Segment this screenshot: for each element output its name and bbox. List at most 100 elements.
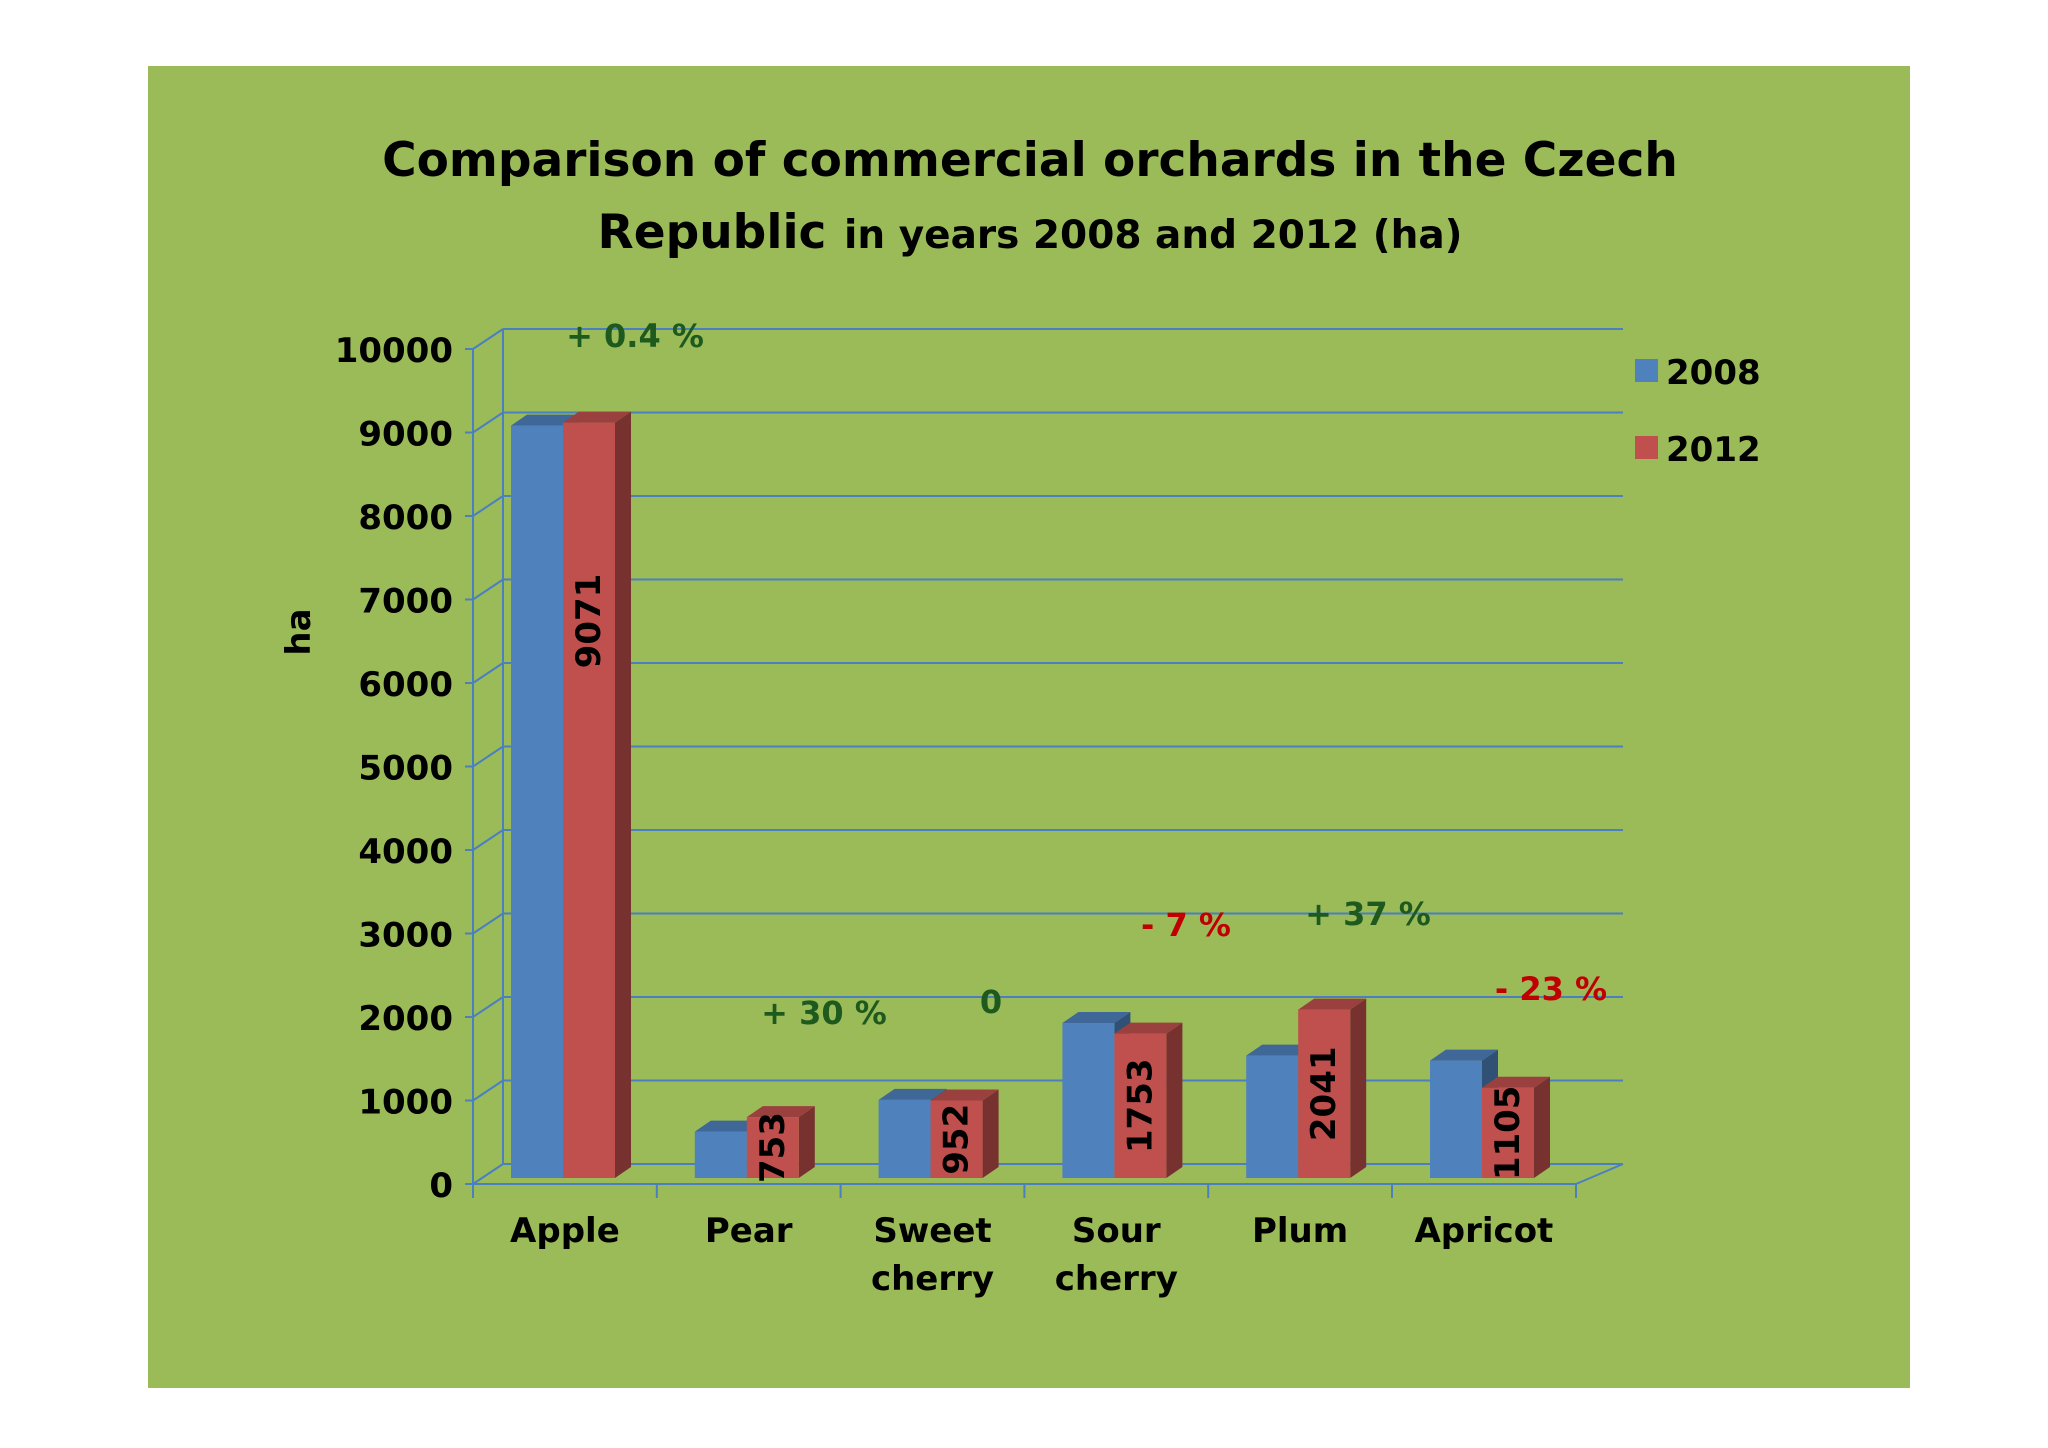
- axis-layer: 0 1000 2000 3000 4000 5000 6000 7000 8000 9000 100…: [279, 329, 1624, 1299]
- x-tick-label-line: cherry: [1055, 1259, 1178, 1299]
- bar-side-face: [1534, 1076, 1550, 1178]
- data-label-2012: 2041: [1304, 1046, 1344, 1141]
- change-annotation: + 0.4 %: [566, 317, 704, 355]
- bar-top-face: [1246, 1044, 1315, 1056]
- bar-2012-apricot: [1482, 1076, 1550, 1178]
- x-tick-label-line: Apricot: [1414, 1211, 1553, 1251]
- x-tick-label: Apricot: [1414, 1211, 1553, 1251]
- bar-front-face: [1114, 1033, 1167, 1178]
- bar-front-face: [930, 1100, 983, 1178]
- bar-front-face: [1298, 1009, 1351, 1178]
- gridline-depth: [472, 1163, 504, 1185]
- bar-side-face: [1166, 1022, 1183, 1178]
- bar-front-face: [878, 1099, 931, 1178]
- y-tick-label: 5000: [358, 749, 453, 789]
- bar-front-face: [563, 422, 615, 1178]
- y-tick-label: 6000: [358, 665, 453, 705]
- y-tick-label: 9000: [358, 415, 453, 455]
- bar-front-face: [1246, 1055, 1299, 1178]
- bar-front-face: [1482, 1087, 1534, 1178]
- label-layer: 9071 753 952 1753 2041 1105 + 0.4 % + 30 % 0 - 7 …: [566, 317, 1607, 1183]
- gridline-depth: [472, 1079, 504, 1102]
- legend-label-2012: 2012: [1666, 430, 1761, 470]
- x-tick-label-line: cherry: [871, 1259, 994, 1299]
- data-label-2012: 1753: [1120, 1058, 1160, 1153]
- gridline-depth: [472, 912, 504, 935]
- bar-top-face: [511, 414, 579, 426]
- gridline-depth: [472, 411, 504, 434]
- bar-top-face: [1482, 1076, 1550, 1088]
- change-annotation: - 23 %: [1495, 970, 1607, 1008]
- bar-2012-pear: [746, 1106, 815, 1178]
- chart-panel: Comparison of commercial orchards in the…: [148, 66, 1910, 1388]
- y-tick-label: 1000: [358, 1083, 453, 1123]
- bar-top-face: [563, 411, 631, 423]
- x-tick-label: Pear: [705, 1211, 793, 1251]
- bar-top-face: [930, 1089, 999, 1101]
- y-tick-label: 3000: [358, 916, 453, 956]
- x-tick-label: Sour cherry: [1055, 1211, 1178, 1299]
- y-tick-label: 4000: [358, 832, 453, 872]
- legend-swatch-2012: [1635, 436, 1658, 459]
- bar-2012-apple: [563, 411, 631, 1178]
- x-tick-label: Plum: [1252, 1211, 1348, 1251]
- data-label-2012: 1105: [1488, 1086, 1528, 1181]
- chart-title: Comparison of commercial orchards in the…: [382, 133, 1678, 260]
- gridline-depth: [472, 996, 504, 1018]
- gridline-depth: [472, 328, 504, 350]
- bar-front-face: [746, 1117, 799, 1178]
- bar-top-face: [1062, 1012, 1131, 1024]
- bar-front-face: [694, 1131, 747, 1178]
- chart-title-bold-part: Republic: [598, 205, 827, 260]
- bar-front-face: [511, 425, 563, 1178]
- y-axis-label: ha: [279, 608, 319, 655]
- bar-side-face: [615, 411, 631, 1178]
- data-label-2012: 9071: [569, 574, 609, 669]
- change-annotation: 0: [980, 983, 1002, 1021]
- floor-right-edge: [1575, 1163, 1624, 1185]
- gridline-depth: [472, 578, 504, 601]
- bar-front-face: [1430, 1060, 1482, 1178]
- x-tick-label-line: Pear: [705, 1211, 793, 1251]
- bar-chart: Comparison of commercial orchards in the…: [279, 133, 1761, 1299]
- chart-title-line2: Republic in years 2008 and 2012 (ha): [598, 205, 1463, 260]
- change-annotation: - 7 %: [1141, 906, 1231, 944]
- bar-top-face: [1298, 998, 1367, 1010]
- bar-top-face: [694, 1120, 763, 1132]
- grid-layer: [472, 328, 1623, 1185]
- y-tick-label: 8000: [358, 498, 453, 538]
- x-tick-label-line: Apple: [510, 1211, 620, 1251]
- change-annotation: + 37 %: [1305, 895, 1431, 933]
- gridline-depth: [472, 662, 504, 684]
- bar-top-face: [746, 1106, 815, 1118]
- gridline-depth: [472, 829, 504, 851]
- gridline-depth: [472, 745, 504, 768]
- bar-top-face: [878, 1088, 947, 1100]
- legend-label-2008: 2008: [1666, 353, 1761, 393]
- data-label-2012: 952: [937, 1104, 977, 1175]
- x-tick-label: Sweet cherry: [871, 1211, 994, 1299]
- x-tick-label-line: Sweet: [873, 1211, 991, 1251]
- x-tick-label-line: Sour: [1072, 1211, 1161, 1251]
- bar-side-face: [798, 1106, 815, 1178]
- legend-swatch-2008: [1635, 359, 1658, 382]
- data-label-2012: 753: [753, 1112, 793, 1183]
- bar-2012-sweet-cherry: [930, 1089, 999, 1178]
- change-annotation: + 30 %: [761, 994, 887, 1032]
- bar-side-face: [1350, 998, 1367, 1178]
- bar-layer: [511, 411, 1550, 1178]
- chart-title-rest-part: in years 2008 and 2012 (ha): [844, 213, 1462, 258]
- y-tick-label: 10000: [335, 331, 453, 371]
- bar-2012-sour-cherry: [1114, 1022, 1183, 1178]
- bar-side-face: [982, 1089, 999, 1178]
- bar-2012-plum: [1298, 998, 1367, 1178]
- chart-title-line1: Comparison of commercial orchards in the…: [382, 133, 1678, 188]
- bar-top-face: [1114, 1022, 1183, 1034]
- bar-top-face: [1430, 1049, 1498, 1061]
- x-tick-label: Apple: [510, 1211, 620, 1251]
- bar-front-face: [1062, 1023, 1115, 1178]
- x-tick-label-line: Plum: [1252, 1211, 1348, 1251]
- gridline-depth: [472, 495, 504, 517]
- y-tick-label: 0: [429, 1166, 453, 1206]
- y-tick-label: 7000: [358, 582, 453, 622]
